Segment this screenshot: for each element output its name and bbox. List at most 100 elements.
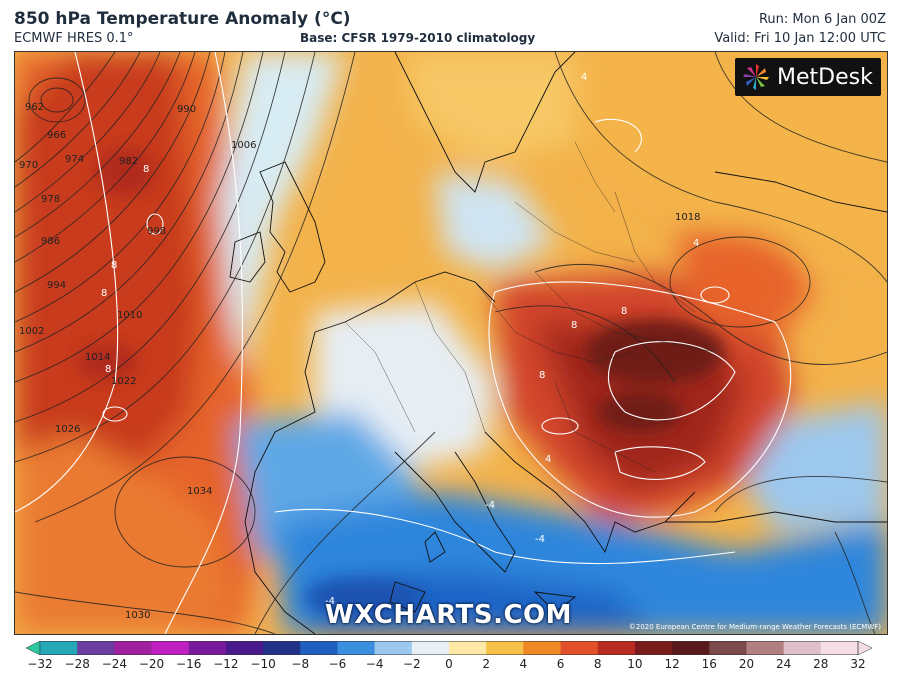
isobar-label: 970 xyxy=(19,160,38,171)
coastlines xyxy=(229,52,887,634)
colorbar-segment xyxy=(40,641,78,655)
anomaly-label: -4 xyxy=(535,534,545,545)
isobar-label: 966 xyxy=(47,130,66,141)
colorbar-tick-label: 2 xyxy=(482,657,490,671)
colorbar-segment xyxy=(672,641,710,655)
run-label: Run: Mon 6 Jan 00Z xyxy=(758,12,886,27)
anomaly-label: 8 xyxy=(105,364,111,375)
colorbar-segment xyxy=(151,641,190,655)
colorbar-segment xyxy=(263,641,301,655)
isobar-label: 1026 xyxy=(55,424,80,435)
copyright-notice: ©2020 European Centre for Medium-range W… xyxy=(628,623,881,631)
metdesk-logo: MetDesk xyxy=(735,58,881,96)
anomaly-label: 4 xyxy=(693,238,699,249)
isobar-label: 994 xyxy=(47,280,66,291)
anomaly-contours xyxy=(15,52,792,634)
colorbar-tick-label: 0 xyxy=(445,657,453,671)
colorbar-tick-label: 32 xyxy=(850,657,866,671)
country-borders xyxy=(344,141,716,473)
colorbar-tick-label: −4 xyxy=(365,657,384,671)
anomaly-label: -4 xyxy=(325,596,335,607)
metdesk-burst-icon xyxy=(743,64,769,90)
isobar-label: 1006 xyxy=(231,140,256,151)
anomaly-label: 8 xyxy=(143,164,149,175)
colorbar-tick-label: 12 xyxy=(664,657,680,671)
anomaly-labels: 8 8 8 8 8 8 4 4 -4 -4 -4 4 8 xyxy=(101,72,699,607)
anomaly-label: 8 xyxy=(621,306,627,317)
colorbar-tick-label: −8 xyxy=(291,657,310,671)
model-label: ECMWF HRES 0.1° xyxy=(14,31,134,46)
colorbar-segment xyxy=(709,641,747,655)
colorbar-max-arrow xyxy=(857,641,872,655)
colorbar-segment xyxy=(300,641,338,655)
anomaly-label: 8 xyxy=(539,370,545,381)
isobar-label: 974 xyxy=(65,154,84,165)
colorbar-segment xyxy=(634,641,673,655)
isobar-label: 978 xyxy=(41,194,60,205)
isobar-label: 982 xyxy=(119,156,138,167)
colorbar-segment xyxy=(783,641,822,655)
colorbar-ticks: −32 −28 −24 −20 −16 −12 −10 −8 −6 −4 −2 0 2 4 6 8 10 12 16… xyxy=(26,657,872,675)
colorbar-tick-label: 8 xyxy=(593,657,602,671)
colorbar-tick-label: 4 xyxy=(519,657,528,671)
isobar-label: 962 xyxy=(25,102,44,113)
colorbar-tick-label: 10 xyxy=(627,657,643,671)
colorbar-tick-label: −32 xyxy=(27,657,53,671)
anomaly-hotspots xyxy=(77,148,725,615)
map-canvas: 962 966 970 974 978 982 986 990 994 998 … xyxy=(15,52,887,634)
wxcharts-watermark: WXCHARTS.COM xyxy=(325,600,573,630)
colorbar-tick-label: −28 xyxy=(64,657,90,671)
isobar-label: 1002 xyxy=(19,326,44,337)
colorbar-tick-label: −12 xyxy=(213,657,239,671)
isobar-label: 1034 xyxy=(187,486,212,497)
colorbar-tick-label: 24 xyxy=(775,657,792,671)
base-climatology-label: Base: CFSR 1979-2010 climatology xyxy=(300,31,536,45)
colorbar-segment xyxy=(114,641,153,655)
anomaly-label: 8 xyxy=(111,260,117,271)
metdesk-logo-text: MetDesk xyxy=(777,64,873,90)
pressure-labels: 962 966 970 974 978 982 986 990 994 998 … xyxy=(19,102,700,621)
colorbar-tick-label: 28 xyxy=(813,657,829,671)
colorbar-tick-label: −2 xyxy=(402,657,421,671)
colorbar-segment xyxy=(746,641,785,655)
colorbar-tick-label: −20 xyxy=(138,657,165,671)
anomaly-map[interactable]: 962 966 970 974 978 982 986 990 994 998 … xyxy=(14,51,888,635)
colorbar-segment xyxy=(374,641,413,655)
colorbar-segment xyxy=(225,641,264,655)
anomaly-label: 4 xyxy=(545,454,551,465)
anomaly-label: -4 xyxy=(485,500,495,511)
colorbar-min-arrow xyxy=(26,641,41,655)
isobar-label: 990 xyxy=(177,104,196,115)
colorbar-segment xyxy=(486,641,524,655)
colorbar-frame xyxy=(39,641,859,655)
anomaly-label: 4 xyxy=(581,72,587,83)
colorbar-segment xyxy=(337,641,376,655)
colorbar-tick-label: −6 xyxy=(328,657,347,671)
colorbar-segment xyxy=(597,641,636,655)
colorbar xyxy=(26,641,872,655)
colorbar-segment xyxy=(77,641,115,655)
valid-time-label: Valid: Fri 10 Jan 12:00 UTC xyxy=(714,31,886,46)
isobar-label: 1014 xyxy=(85,352,110,363)
isobars xyxy=(15,52,887,634)
anomaly-field xyxy=(15,52,887,634)
colorbar-tick-label: −10 xyxy=(250,657,276,671)
isobar-label: 998 xyxy=(147,226,166,237)
colorbar-segment xyxy=(523,641,562,655)
colorbar-segment xyxy=(188,641,227,655)
colorbar-segment xyxy=(820,641,859,655)
chart-title: 850 hPa Temperature Anomaly (°C) xyxy=(14,9,351,29)
colorbar-tick-label: 6 xyxy=(556,657,565,671)
colorbar-segment xyxy=(560,641,599,655)
colorbar-tick-label: −24 xyxy=(101,657,128,671)
anomaly-label: 8 xyxy=(571,320,577,331)
isobar-label: 1022 xyxy=(111,376,136,387)
colorbar-tick-label: −16 xyxy=(176,657,202,671)
isobar-label: 1010 xyxy=(117,310,142,321)
colorbar-segment xyxy=(411,641,450,655)
colorbar-tick-label: 20 xyxy=(738,657,755,671)
isobar-label: 1030 xyxy=(125,610,150,621)
colorbar-tick-label: 16 xyxy=(701,657,717,671)
isobar-label: 1018 xyxy=(675,212,700,223)
isobar-label: 986 xyxy=(41,236,60,247)
